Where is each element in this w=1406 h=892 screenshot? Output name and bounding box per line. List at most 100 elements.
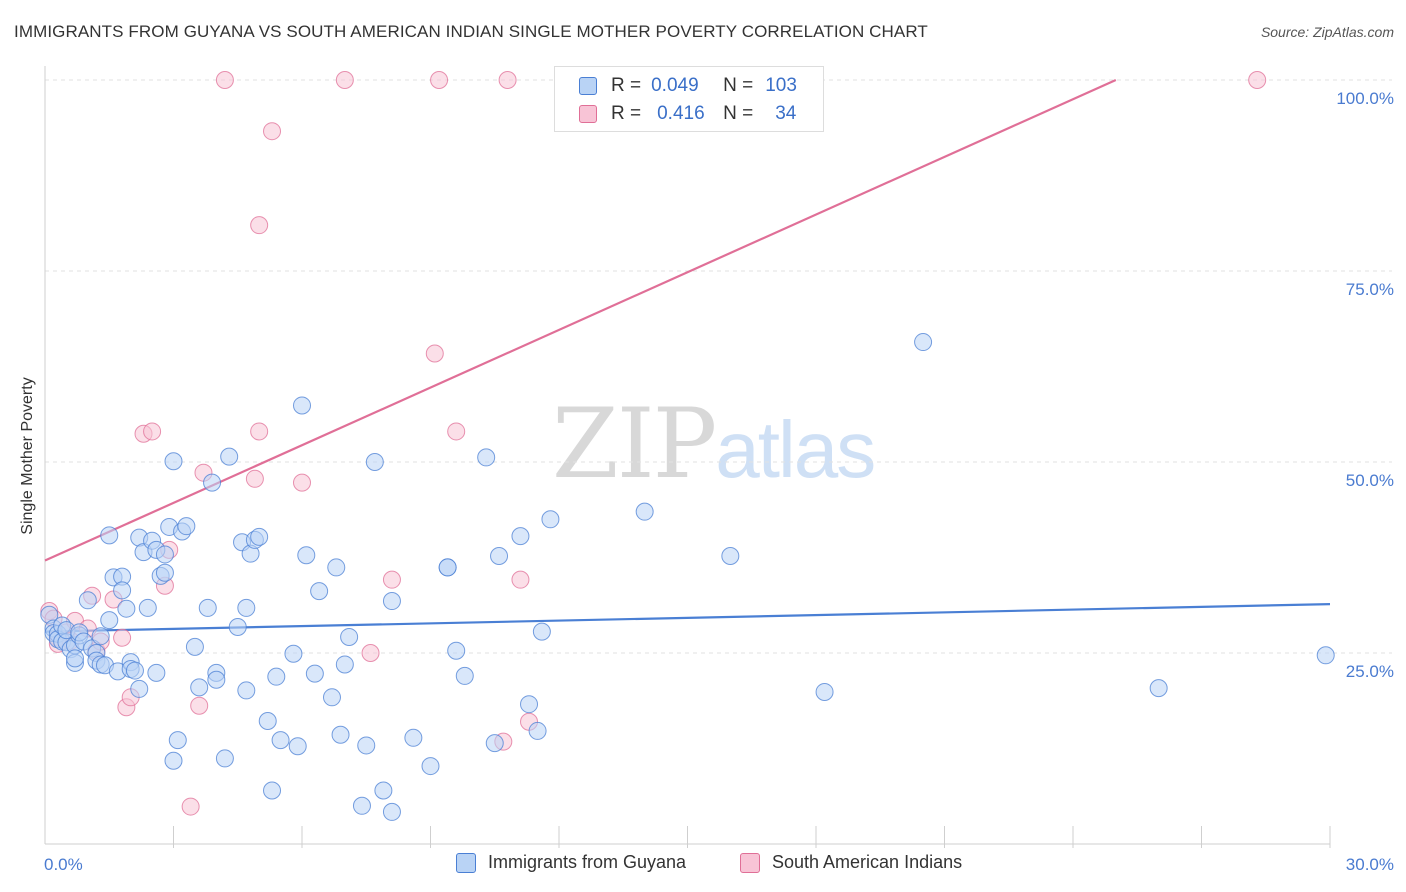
data-points (40, 71, 1335, 821)
point-guyana (130, 679, 149, 698)
legend-n-value: 34 (775, 103, 797, 124)
y-tick-label: 100.0% (1336, 89, 1394, 108)
point-guyana (258, 711, 277, 730)
bottom-legend-guyana: Immigrants from Guyana (456, 852, 686, 873)
point-guyana (228, 618, 247, 637)
legend-series-label: South American Indians (772, 852, 963, 872)
point-guyana (477, 448, 496, 467)
point-guyana (1149, 679, 1168, 698)
point-guyana (310, 582, 329, 601)
point-guyana (263, 781, 282, 800)
point-guyana (382, 592, 401, 611)
point-guyana (155, 563, 174, 582)
point-guyana (168, 731, 187, 750)
point-guyana (138, 598, 157, 617)
point-guyana (164, 452, 183, 471)
trend-lines (44, 78, 1331, 633)
point-guyana (382, 802, 401, 821)
point-south-american-indian (245, 469, 264, 488)
point-guyana (267, 667, 286, 686)
point-guyana (164, 751, 183, 770)
watermark-zip: ZIP (552, 388, 717, 500)
point-guyana (207, 670, 226, 689)
point-guyana (541, 510, 560, 529)
point-guyana (297, 546, 316, 565)
legend-n-value: 103 (765, 75, 797, 96)
point-guyana (215, 749, 234, 768)
y-tick-label: 75.0% (1346, 280, 1394, 299)
point-south-american-indian (113, 628, 132, 647)
point-guyana (293, 396, 311, 415)
legend-r-value: 0.049 (651, 75, 699, 96)
point-guyana (113, 581, 132, 600)
trend-line-south-american-indians (44, 78, 1117, 562)
point-guyana (365, 453, 384, 471)
point-guyana (237, 681, 256, 700)
point-guyana (421, 757, 440, 776)
point-south-american-indian (143, 422, 162, 441)
legend-r-value: 0.416 (657, 103, 705, 124)
watermark-atlas: atlas (715, 405, 876, 494)
point-guyana (271, 731, 290, 750)
point-guyana (237, 598, 256, 617)
gridlines (45, 79, 1392, 654)
bottom-legend-south-american-indians: South American Indians (740, 852, 962, 873)
legend-n-label: N = (723, 103, 754, 124)
legend-r-label: R = (611, 75, 642, 96)
tick-labels: 25.0% 50.0% 75.0% 100.0% 0.0% 30.0% (44, 89, 1394, 874)
point-guyana (220, 447, 239, 466)
watermark: ZIPatlas (552, 396, 876, 494)
point-south-american-indian (215, 71, 234, 89)
point-guyana (284, 644, 303, 663)
point-guyana (438, 558, 457, 577)
y-tick-label: 50.0% (1346, 471, 1394, 490)
point-guyana (65, 649, 84, 668)
point-guyana (100, 526, 119, 545)
point-guyana (250, 527, 269, 546)
point-guyana (155, 545, 174, 564)
point-south-american-indian (447, 422, 466, 441)
point-south-american-indian (293, 473, 311, 492)
point-south-american-indian (430, 71, 449, 89)
point-guyana (125, 661, 144, 680)
point-guyana (914, 333, 933, 352)
point-guyana (404, 728, 423, 747)
point-south-american-indian (382, 570, 401, 589)
point-south-american-indian (335, 71, 354, 89)
point-guyana (117, 599, 136, 618)
point-guyana (322, 688, 341, 707)
point-guyana (447, 641, 466, 660)
point-south-american-indian (361, 644, 380, 662)
point-guyana (100, 611, 119, 630)
point-guyana (198, 598, 217, 617)
point-guyana (721, 546, 740, 565)
trend-line-guyana (44, 603, 1331, 633)
point-south-american-indian (498, 71, 517, 89)
point-guyana (490, 546, 509, 565)
point-guyana (91, 627, 110, 646)
point-guyana (635, 502, 654, 521)
point-guyana (352, 796, 371, 815)
point-guyana (147, 663, 166, 682)
x-tick-label: 0.0% (44, 855, 83, 874)
correlation-legend: R = 0.049 N = 103 R = 0.416 N = 34 (554, 66, 824, 132)
point-guyana (511, 527, 530, 546)
point-guyana (520, 695, 539, 714)
point-guyana (357, 736, 376, 755)
point-guyana (340, 627, 359, 646)
point-guyana (203, 473, 222, 492)
legend-series-label: Immigrants from Guyana (488, 852, 687, 872)
y-tick-label: 25.0% (1346, 662, 1394, 681)
legend-row-south-american-indians: R = 0.416 N = 34 (579, 101, 796, 127)
point-guyana (528, 721, 547, 740)
point-south-american-indian (425, 344, 444, 363)
point-guyana (78, 591, 97, 610)
legend-swatch-pink (740, 852, 760, 873)
point-guyana (288, 737, 307, 756)
source-credit: Source: ZipAtlas.com (1260, 24, 1394, 40)
legend-n-label: N = (723, 75, 754, 96)
legend-r-label: R = (611, 103, 642, 124)
legend-swatch-blue (456, 852, 476, 873)
point-south-american-indian (190, 696, 209, 715)
